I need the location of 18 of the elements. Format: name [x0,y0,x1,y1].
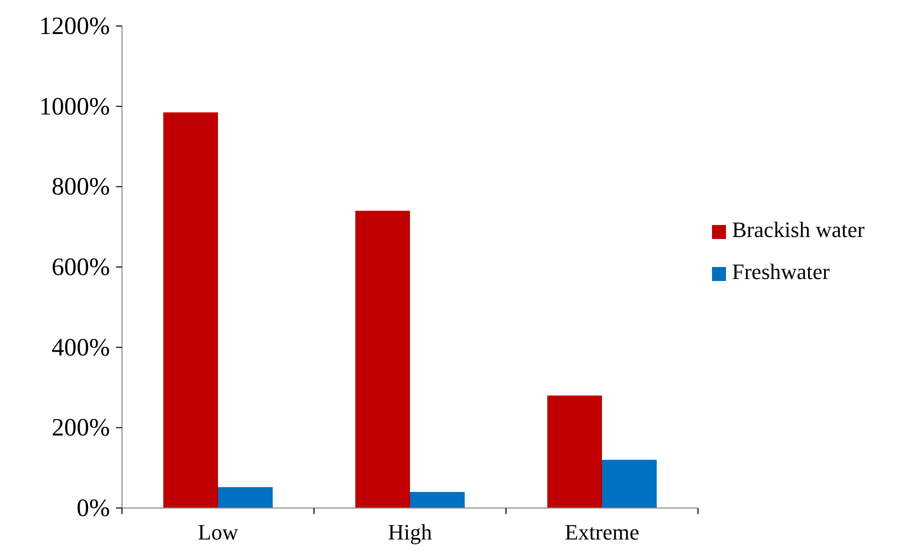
y-tick-label: 200% [52,414,110,442]
y-tick-label: 400% [52,334,110,362]
bar [355,210,410,508]
legend-label: Freshwater [732,259,830,284]
y-tick-label: 800% [52,174,110,201]
bar [218,487,273,508]
x-tick-label: High [388,520,432,545]
x-tick-label: Low [198,520,238,545]
bar [547,396,602,508]
y-tick-label: 1000% [39,93,110,120]
y-tick-label: 0% [76,495,110,522]
bar [163,112,218,508]
x-tick-label: Extreme [564,520,640,545]
bar [602,460,657,508]
legend-label: Brackish water [732,217,866,242]
y-tick-label: 600% [52,254,110,281]
bar [410,492,465,508]
y-tick-label: 1200% [39,13,110,40]
